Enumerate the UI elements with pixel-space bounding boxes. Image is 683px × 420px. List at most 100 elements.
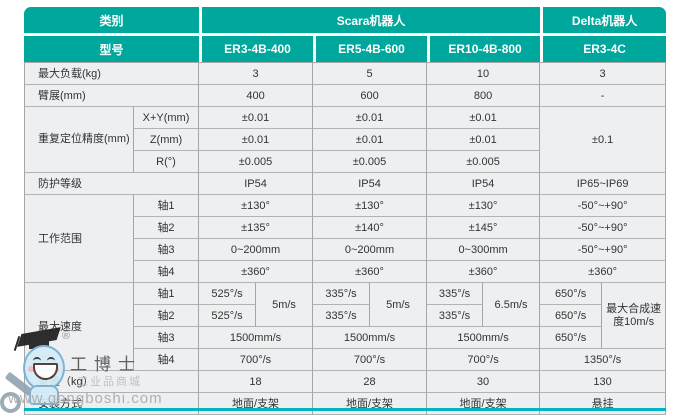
- table-row: 轴4 ±360° ±360° ±360° ±360°: [24, 261, 667, 283]
- value-cell: ±130°: [427, 195, 541, 217]
- value-cell: 335°/s: [313, 283, 371, 305]
- value-cell: 6.5m/s: [483, 283, 541, 327]
- sub-label: R(°): [134, 151, 200, 173]
- row-label-protection: 防护等级: [24, 173, 200, 195]
- value-cell: ±145°: [427, 217, 541, 239]
- value-cell: ±0.005: [313, 151, 428, 173]
- value-cell: 0~200mm: [199, 239, 314, 261]
- value-cell: ±130°: [313, 195, 428, 217]
- value-cell: IP54: [427, 173, 541, 195]
- value-cell: ±0.01: [427, 107, 541, 129]
- sub-label: 轴4: [134, 261, 200, 283]
- table-row: 最大速度 轴1 525°/s 5m/s 335°/s 5m/s 335°/s 6…: [24, 283, 667, 371]
- value-cell: -50°~+90°: [540, 239, 667, 261]
- table-row: R(°) ±0.005 ±0.005 ±0.005: [24, 151, 666, 173]
- value-cell: 1500mm/s: [199, 327, 314, 349]
- value-cell: ±360°: [427, 261, 541, 283]
- model-header: 型号: [24, 36, 200, 62]
- table-row: 工作范围 轴1 ±130° ±130° ±130° -50°~+90°: [24, 195, 667, 283]
- value-cell: ±360°: [540, 261, 667, 283]
- value-cell: 28: [313, 371, 428, 393]
- cap-tassel-icon: [13, 336, 21, 351]
- model-er5-4b-600: ER5-4B-600: [313, 36, 428, 62]
- row-label-payload: 最大负载(kg): [24, 62, 200, 85]
- table-row: 最大负载(kg) 3 5 10 3: [24, 62, 667, 85]
- table-row: 轴4 700°/s 700°/s 700°/s 1350°/s: [24, 349, 667, 371]
- table-row: 重复定位精度(mm) X+Y(mm) ±0.01 ±0.01 ±0.01 ±0.…: [24, 107, 667, 173]
- value-cell: IP54: [199, 173, 314, 195]
- value-cell: ±0.01: [427, 129, 541, 151]
- table-row: Z(mm) ±0.01 ±0.01 ±0.01: [24, 129, 666, 151]
- sub-label: 轴3: [134, 239, 200, 261]
- value-cell: 5m/s: [370, 283, 428, 327]
- value-cell: 3: [199, 62, 314, 85]
- value-cell: -: [540, 85, 667, 107]
- table-row: 臂展(mm) 400 600 800 -: [24, 85, 667, 107]
- table-row: 轴2 ±135° ±140° ±145° -50°~+90°: [24, 217, 667, 239]
- value-cell: ±135°: [199, 217, 314, 239]
- row-label-precision: 重复定位精度(mm): [24, 107, 134, 173]
- value-cell: 0~200mm: [313, 239, 428, 261]
- sub-label: 轴1: [134, 195, 200, 217]
- value-cell: ±0.01: [313, 129, 428, 151]
- value-cell: 130: [540, 371, 667, 393]
- value-cell: 700°/s: [313, 349, 428, 371]
- value-cell: 10: [427, 62, 541, 85]
- value-cell: IP65~IP69: [540, 173, 667, 195]
- model-er3-4b-400: ER3-4B-400: [199, 36, 314, 62]
- value-cell: 1500mm/s: [313, 327, 428, 349]
- value-cell: IP54: [313, 173, 428, 195]
- value-cell: 525°/s: [199, 305, 257, 327]
- value-cell: 地面/支架: [313, 393, 428, 415]
- value-cell: 600: [313, 85, 428, 107]
- row-label-weight: 重量（kg）: [24, 371, 200, 393]
- value-cell: 地面/支架: [199, 393, 314, 415]
- value-cell: ±0.01: [313, 107, 428, 129]
- value-cell: ±0.005: [427, 151, 541, 173]
- wrench-icon: [0, 392, 21, 413]
- sub-label: 轴2: [134, 305, 200, 327]
- value-cell: 335°/s: [313, 305, 371, 327]
- value-cell: 700°/s: [199, 349, 314, 371]
- value-cell: ±140°: [313, 217, 428, 239]
- value-cell-delta-precision: ±0.1: [540, 107, 667, 173]
- value-cell: -50°~+90°: [540, 195, 667, 217]
- row-label-arm-span: 臂展(mm): [24, 85, 200, 107]
- value-cell: 地面/支架: [427, 393, 541, 415]
- value-cell: 5m/s: [256, 283, 314, 327]
- table-row: 型号 ER3-4B-400 ER5-4B-600 ER10-4B-800 ER3…: [24, 36, 667, 62]
- table-row: 重量（kg） 18 28 30 130: [24, 371, 667, 393]
- value-cell: 18: [199, 371, 314, 393]
- value-cell: 1350°/s: [540, 349, 667, 371]
- table-row: 防护等级 IP54 IP54 IP54 IP65~IP69: [24, 173, 667, 195]
- value-cell: 650°/s: [540, 327, 603, 349]
- value-cell: 525°/s: [199, 283, 257, 305]
- value-cell: 800: [427, 85, 541, 107]
- value-cell: -50°~+90°: [540, 217, 667, 239]
- table-row: 轴3 0~200mm 0~200mm 0~300mm -50°~+90°: [24, 239, 667, 261]
- value-cell: 650°/s: [540, 283, 603, 305]
- value-cell: ±130°: [199, 195, 314, 217]
- row-label-max-speed: 最大速度: [24, 283, 134, 371]
- row-label-mounting: 安装方式: [24, 393, 200, 415]
- value-cell: 30: [427, 371, 541, 393]
- table-bottom-accent-bar: [24, 408, 666, 411]
- sub-label: 轴1: [134, 283, 200, 305]
- table-row: 轴3 1500mm/s 1500mm/s 1500mm/s 650°/s: [24, 327, 666, 349]
- value-cell: ±0.01: [199, 129, 314, 151]
- model-er3-4c: ER3-4C: [540, 36, 667, 62]
- category-header: 类别: [24, 7, 200, 36]
- value-cell: 335°/s: [427, 283, 484, 305]
- row-label-work-range: 工作范围: [24, 195, 134, 283]
- value-cell: ±360°: [313, 261, 428, 283]
- model-er10-4b-800: ER10-4B-800: [427, 36, 541, 62]
- sub-label: X+Y(mm): [134, 107, 200, 129]
- value-cell: 1500mm/s: [427, 327, 541, 349]
- sub-label: 轴4: [134, 349, 200, 371]
- table-row: 类别 Scara机器人 Delta机器人: [24, 7, 667, 36]
- value-cell: 5: [313, 62, 428, 85]
- delta-group-header: Delta机器人: [540, 7, 667, 36]
- table-row: 轴2 525°/s 335°/s 335°/s 650°/s: [24, 305, 666, 327]
- value-cell: 400: [199, 85, 314, 107]
